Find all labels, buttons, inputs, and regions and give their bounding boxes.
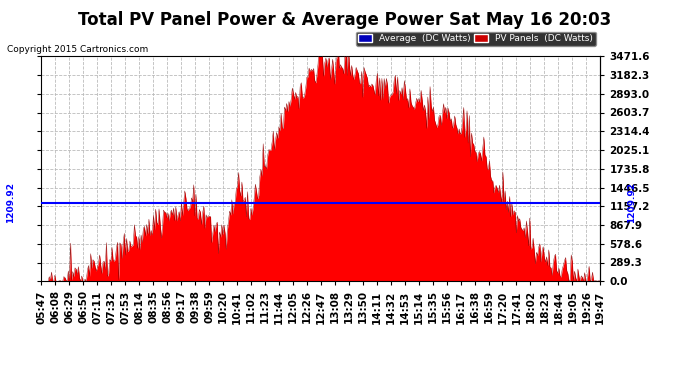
Text: Copyright 2015 Cartronics.com: Copyright 2015 Cartronics.com (7, 45, 148, 54)
Text: 1209.92: 1209.92 (6, 182, 15, 224)
Text: Total PV Panel Power & Average Power Sat May 16 20:03: Total PV Panel Power & Average Power Sat… (79, 11, 611, 29)
Text: 1209.92: 1209.92 (627, 182, 635, 224)
Legend: Average  (DC Watts), PV Panels  (DC Watts): Average (DC Watts), PV Panels (DC Watts) (356, 32, 595, 46)
